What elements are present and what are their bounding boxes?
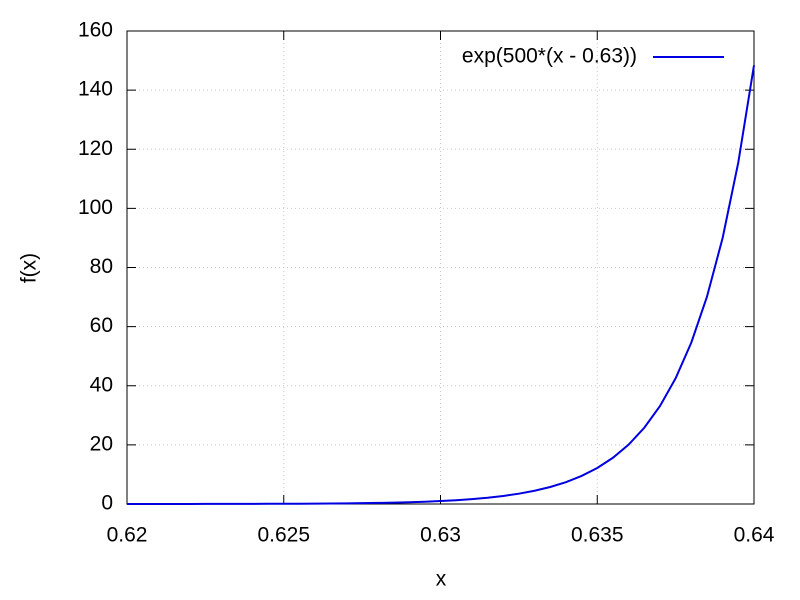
x-tick-label: 0.63 — [420, 524, 461, 547]
x-tick-label: 0.625 — [257, 524, 310, 547]
legend-label: exp(500*(x - 0.63)) — [462, 45, 637, 68]
y-tick-label: 160 — [78, 19, 113, 42]
x-axis-label: x — [436, 568, 447, 591]
y-tick-label: 140 — [78, 78, 113, 101]
x-tick-label: 0.62 — [107, 524, 148, 547]
x-tick-label: 0.64 — [734, 524, 775, 547]
y-tick-label: 60 — [90, 314, 113, 337]
x-tick-label: 0.635 — [571, 524, 624, 547]
y-tick-label: 0 — [101, 492, 113, 515]
y-tick-label: 20 — [90, 432, 113, 455]
y-axis-label: f(x) — [18, 253, 41, 283]
y-tick-label: 100 — [78, 196, 113, 219]
y-tick-label: 40 — [90, 373, 113, 396]
plot-border — [126, 30, 755, 505]
data-line — [126, 65, 755, 505]
y-tick-label: 120 — [78, 137, 113, 160]
y-tick-label: 80 — [90, 255, 113, 278]
